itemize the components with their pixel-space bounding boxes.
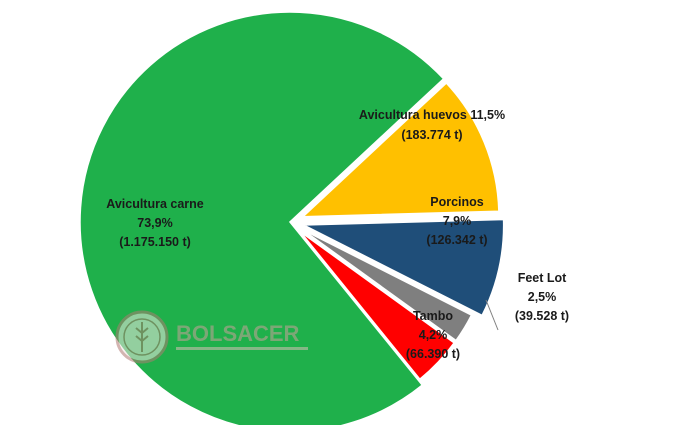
- label-porcinos-tons: (126.342 t): [426, 233, 487, 247]
- label-carne-tons: (1.175.150 t): [119, 235, 191, 249]
- label-tambo-pct: 4,2%: [419, 328, 448, 342]
- pie-slice-feetlot: [301, 228, 473, 342]
- label-porcinos-pct: 7,9%: [443, 214, 472, 228]
- label-tambo-tons: (66.390 t): [406, 347, 460, 361]
- label-porcinos-name: Porcinos: [430, 195, 484, 209]
- label-huevos: Avicultura huevos 11,5% (183.774 t): [359, 108, 505, 142]
- label-feetlot-name: Feet Lot: [518, 271, 567, 285]
- pie-slices: [79, 11, 505, 425]
- label-carne-name: Avicultura carne: [106, 197, 204, 211]
- label-carne: Avicultura carne 73,9% (1.175.150 t): [106, 197, 204, 249]
- label-feetlot-pct: 2,5%: [528, 290, 557, 304]
- pie-slice-huevos: [300, 81, 500, 218]
- watermark-text: BOLSACER: [176, 321, 300, 346]
- label-huevos-tons: (183.774 t): [401, 128, 462, 142]
- pie-slice-porcinos: [303, 218, 505, 317]
- label-feetlot: Feet Lot 2,5% (39.528 t): [515, 271, 569, 323]
- label-tambo-name: Tambo: [413, 309, 453, 323]
- pie-slice-tambo: [299, 231, 456, 381]
- feet-lot-leader-line: [485, 299, 499, 331]
- label-huevos-name: Avicultura huevos 11,5%: [359, 108, 505, 122]
- label-tambo: Tambo 4,2% (66.390 t): [406, 309, 460, 361]
- pie-slice-carne: [79, 11, 445, 425]
- label-feetlot-tons: (39.528 t): [515, 309, 569, 323]
- label-porcinos: Porcinos 7,9% (126.342 t): [426, 195, 487, 247]
- label-carne-pct: 73,9%: [137, 216, 172, 230]
- watermark-logo: BOLSACER: [115, 310, 308, 364]
